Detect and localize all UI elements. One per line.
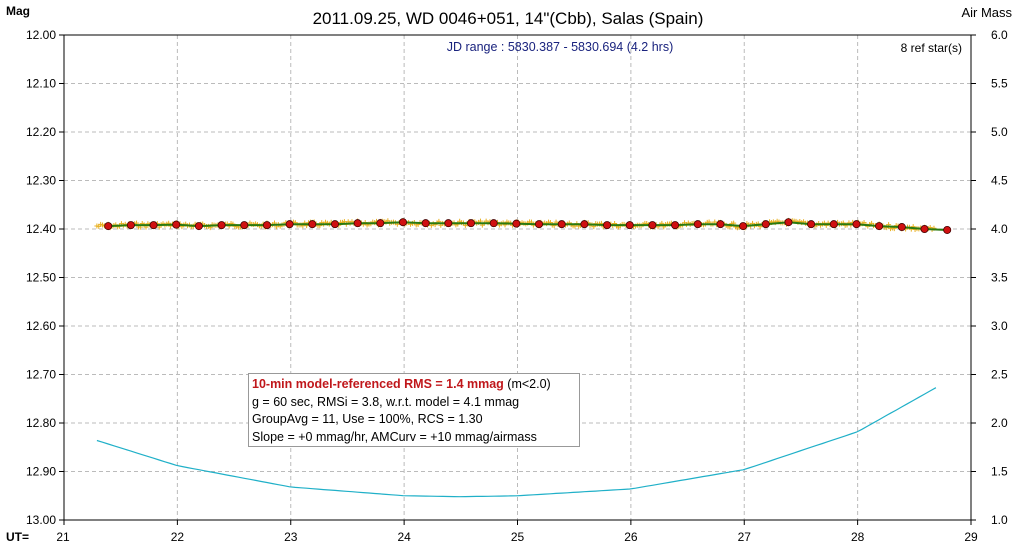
binned-point bbox=[671, 221, 680, 230]
binned-point bbox=[829, 220, 838, 229]
binned-point bbox=[149, 221, 158, 230]
binned-point bbox=[262, 221, 271, 230]
plot-frame bbox=[63, 34, 972, 521]
binned-point bbox=[739, 222, 748, 231]
x-tick-label: 28 bbox=[851, 530, 865, 544]
binned-point bbox=[398, 218, 407, 227]
y2-tick-label: 2.0 bbox=[991, 416, 1008, 430]
binned-point bbox=[693, 220, 702, 229]
stats-line-4: Slope = +0 mmag/hr, AMCurv = +10 mmag/ai… bbox=[252, 429, 537, 444]
ref-stars-annotation: 8 ref star(s) bbox=[901, 41, 962, 55]
binned-point bbox=[557, 220, 566, 229]
stats-rms: 10-min model-referenced RMS = 1.4 mmag bbox=[252, 377, 504, 391]
y-tick-label: 12.30 bbox=[26, 174, 56, 188]
y2-tick-label: 4.0 bbox=[991, 222, 1008, 236]
x-tick-label: 29 bbox=[964, 530, 978, 544]
binned-point bbox=[217, 221, 226, 230]
binned-point bbox=[603, 221, 612, 230]
x-tick-label: 21 bbox=[56, 530, 70, 544]
binned-point bbox=[784, 218, 793, 227]
y2-tick-label: 5.0 bbox=[991, 125, 1008, 139]
y2-tick-label: 5.5 bbox=[991, 77, 1008, 91]
x-axis-label: UT= bbox=[6, 530, 29, 544]
y2-tick-label: 4.5 bbox=[991, 174, 1008, 188]
y-tick-label: 12.90 bbox=[26, 465, 56, 479]
binned-point bbox=[625, 221, 634, 230]
binned-point bbox=[807, 220, 816, 229]
binned-point bbox=[421, 219, 430, 228]
x-tick-label: 25 bbox=[511, 530, 525, 544]
binned-point bbox=[330, 220, 339, 229]
y2-tick-label: 1.5 bbox=[991, 465, 1008, 479]
binned-point bbox=[489, 219, 498, 228]
y-tick-label: 12.80 bbox=[26, 416, 56, 430]
x-tick-label: 26 bbox=[624, 530, 638, 544]
binned-point bbox=[285, 220, 294, 229]
y-tick-label: 12.00 bbox=[26, 28, 56, 42]
stats-line-3: GroupAvg = 11, Use = 100%, RCS = 1.30 bbox=[252, 412, 483, 426]
binned-point bbox=[172, 220, 181, 229]
y-tick-label: 13.00 bbox=[26, 513, 56, 527]
binned-point bbox=[943, 225, 952, 234]
binned-point bbox=[308, 220, 317, 229]
y-tick-label: 12.60 bbox=[26, 319, 56, 333]
y2-tick-label: 6.0 bbox=[991, 28, 1008, 42]
binned-point bbox=[353, 219, 362, 228]
binned-point bbox=[716, 220, 725, 229]
chart-title: 2011.09.25, WD 0046+051, 14"(Cbb), Salas… bbox=[313, 9, 704, 28]
y-tick-label: 12.70 bbox=[26, 368, 56, 382]
x-tick-label: 23 bbox=[284, 530, 298, 544]
stats-line-2: g = 60 sec, RMSi = 3.8, w.r.t. model = 4… bbox=[252, 394, 520, 409]
y-tick-label: 12.20 bbox=[26, 125, 56, 139]
binned-point bbox=[104, 222, 113, 231]
x-tick-label: 22 bbox=[171, 530, 185, 544]
y-axis-label: Mag bbox=[6, 4, 30, 18]
y-tick-label: 12.10 bbox=[26, 77, 56, 91]
x-tick-label: 27 bbox=[738, 530, 752, 544]
stats-box: 10-min model-referenced RMS = 1.4 mmag (… bbox=[248, 373, 580, 447]
y2-tick-label: 2.5 bbox=[991, 368, 1008, 382]
y-tick-label: 12.50 bbox=[26, 271, 56, 285]
airmass-curve bbox=[96, 387, 937, 498]
binned-point bbox=[126, 221, 135, 230]
binned-point bbox=[512, 219, 521, 228]
binned-point bbox=[761, 220, 770, 229]
binned-point bbox=[240, 221, 249, 230]
binned-point bbox=[897, 223, 906, 232]
y-tick-label: 12.40 bbox=[26, 222, 56, 236]
binned-point bbox=[535, 220, 544, 229]
stats-rms-note: (m<2.0) bbox=[503, 377, 551, 391]
binned-point bbox=[580, 220, 589, 229]
binned-point bbox=[194, 222, 203, 231]
binned-point bbox=[648, 221, 657, 230]
binned-point bbox=[875, 222, 884, 231]
binned-point bbox=[920, 224, 929, 233]
binned-point bbox=[852, 220, 861, 229]
x-tick-label: 24 bbox=[397, 530, 411, 544]
y2-tick-label: 3.0 bbox=[991, 319, 1008, 333]
y2-tick-label: 1.0 bbox=[991, 513, 1008, 527]
y2-tick-label: 3.5 bbox=[991, 271, 1008, 285]
binned-point bbox=[467, 219, 476, 228]
binned-point bbox=[376, 219, 385, 228]
binned-point bbox=[444, 219, 453, 228]
y2-axis-label: Air Mass bbox=[961, 5, 1012, 20]
jd-range-annotation: JD range : 5830.387 - 5830.694 (4.2 hrs) bbox=[447, 40, 674, 54]
